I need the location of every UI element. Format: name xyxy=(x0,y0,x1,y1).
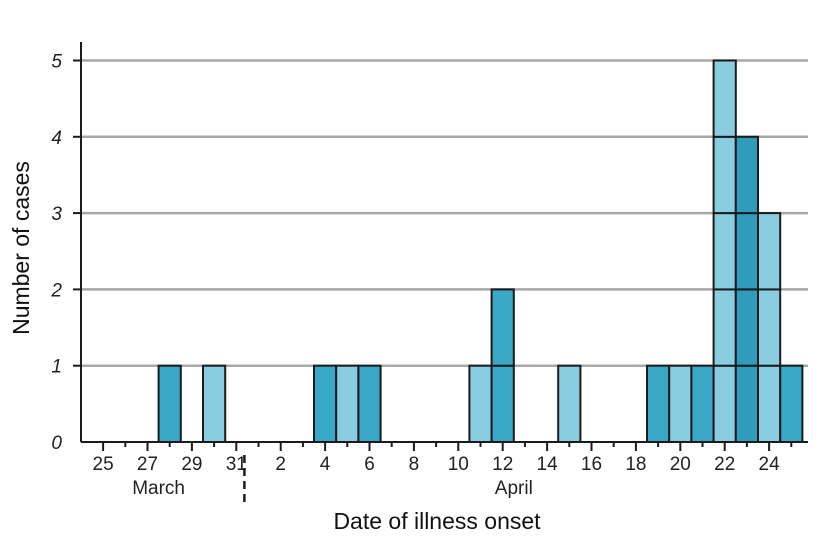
bar-case-segment xyxy=(757,212,782,291)
bar xyxy=(557,364,582,444)
bar xyxy=(690,364,715,444)
y-tick-label: 4 xyxy=(51,128,62,149)
x-tick-label: 20 xyxy=(670,454,691,475)
bar xyxy=(734,135,759,444)
bar xyxy=(757,212,782,444)
y-axis-title: Number of cases xyxy=(8,161,34,335)
bar-case-segment xyxy=(335,364,360,444)
bar xyxy=(468,364,493,444)
bar xyxy=(779,364,804,444)
x-tick-label: 27 xyxy=(137,454,158,475)
bar-case-segment xyxy=(734,364,759,444)
bar-case-segment xyxy=(357,364,382,444)
bar-case-segment xyxy=(712,364,737,444)
month-label-april: April xyxy=(495,478,533,499)
bar-case-segment xyxy=(202,364,227,444)
x-tick-label: 16 xyxy=(581,454,602,475)
bar xyxy=(313,364,338,444)
bars xyxy=(157,59,804,444)
month-label-march: March xyxy=(132,478,185,499)
x-tick-label: 18 xyxy=(625,454,646,475)
x-tick-label: 2 xyxy=(275,454,286,475)
bar-case-segment xyxy=(313,364,338,444)
bar-case-segment xyxy=(157,364,182,444)
bar xyxy=(668,364,693,444)
x-tick-label: 8 xyxy=(409,454,420,475)
x-tick-label: 25 xyxy=(93,454,114,475)
x-tick-label: 10 xyxy=(448,454,469,475)
y-ticks: 0 1 2 3 4 5 xyxy=(50,52,81,454)
bar-case-segment xyxy=(468,364,493,444)
bar xyxy=(202,364,227,444)
x-ticks: 25 27 29 31 2 4 6 8 10 12 14 16 18 20 22 24 xyxy=(93,442,793,475)
bar-case-segment xyxy=(712,59,737,138)
bar-case-segment xyxy=(490,364,515,444)
bar-case-segment xyxy=(712,135,737,215)
bar xyxy=(490,288,515,444)
bar xyxy=(646,364,671,444)
bar-case-segment xyxy=(757,364,782,444)
x-tick-label: 22 xyxy=(714,454,735,475)
bar xyxy=(335,364,360,444)
x-axis-title: Date of illness onset xyxy=(333,508,541,534)
x-tick-label: 24 xyxy=(759,454,781,475)
bar xyxy=(712,59,737,444)
bar-case-segment xyxy=(712,288,737,367)
bar-case-segment xyxy=(734,212,759,291)
bar-case-segment xyxy=(646,364,671,444)
bar xyxy=(357,364,382,444)
bar-case-segment xyxy=(668,364,693,444)
x-tick-label: 6 xyxy=(364,454,375,475)
bar xyxy=(157,364,182,444)
x-tick-label: 12 xyxy=(492,454,513,475)
y-tick-label: 0 xyxy=(51,433,62,454)
y-tick-label: 5 xyxy=(51,52,62,73)
bar-case-segment xyxy=(757,288,782,367)
grid-lines xyxy=(81,59,808,367)
x-tick-label: 29 xyxy=(181,454,202,475)
x-tick-label: 14 xyxy=(537,454,559,475)
y-tick-label: 3 xyxy=(51,204,62,225)
bar-case-segment xyxy=(557,364,582,444)
bar-case-segment xyxy=(734,135,759,215)
y-tick-label: 1 xyxy=(51,357,62,378)
bar-case-segment xyxy=(690,364,715,444)
bar-case-segment xyxy=(712,212,737,291)
bar-case-segment xyxy=(734,288,759,367)
axes xyxy=(80,42,808,443)
y-tick-label: 2 xyxy=(50,280,62,301)
bar-case-segment xyxy=(779,364,804,444)
x-tick-label: 4 xyxy=(320,454,331,475)
bar-case-segment xyxy=(490,288,515,367)
x-tick-label: 31 xyxy=(226,454,247,475)
